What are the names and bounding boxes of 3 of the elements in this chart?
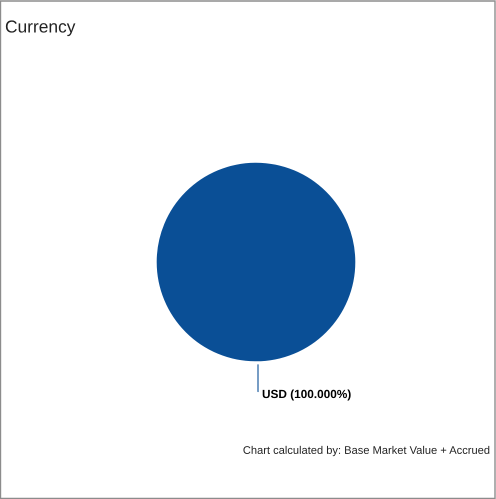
chart-title: Currency: [6, 20, 76, 36]
text: Chart calculated by: Base Market Value + Accrued: [243, 446, 490, 456]
slice-label: USD (100.000%): [262, 389, 351, 401]
